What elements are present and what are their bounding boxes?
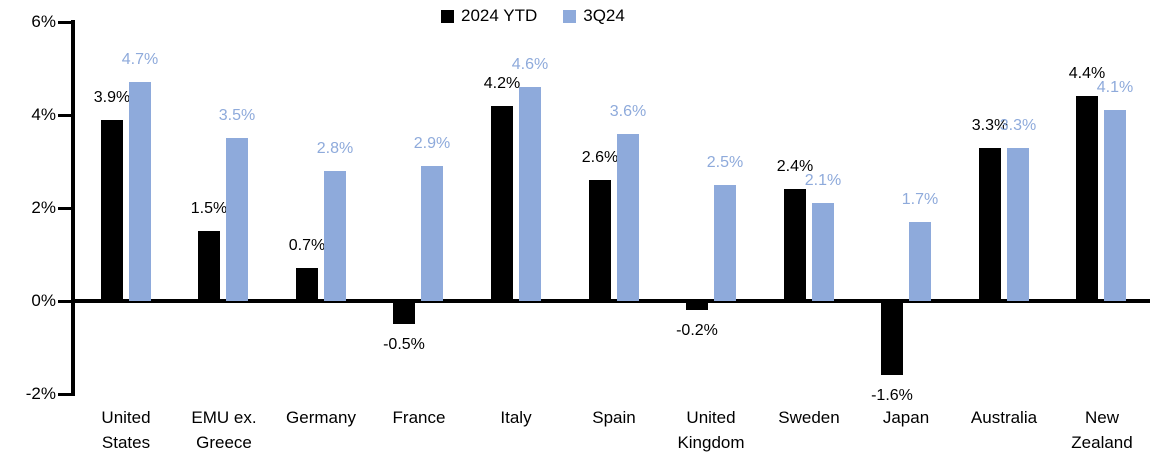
category-label-text: EMU ex. Greece — [191, 408, 257, 452]
legend-swatch-3q24 — [563, 9, 577, 23]
y-tick-label: 6% — [31, 12, 56, 31]
bar-value-label: 2.1% — [804, 172, 842, 189]
category-label-text: Spain — [592, 408, 636, 427]
category-label: Spain — [565, 405, 663, 430]
category-label: United Kingdom — [662, 405, 760, 455]
bar-value-label: 0.7% — [288, 237, 326, 254]
bar-value-label: 3.5% — [218, 107, 256, 124]
category-label: United States — [77, 405, 175, 455]
legend: 2024 YTD 3Q24 — [441, 6, 625, 26]
bar-3q24 — [812, 203, 834, 301]
bar-2024-ytd — [296, 268, 318, 301]
bar-value-label: 3.3% — [999, 117, 1037, 134]
bar-3q24 — [909, 222, 931, 301]
category-label-text: Sweden — [778, 408, 840, 427]
category-label-text: France — [392, 408, 446, 427]
y-tick-label: 4% — [31, 105, 56, 124]
bar-3q24 — [519, 87, 541, 301]
category-label-text: Italy — [500, 408, 532, 427]
y-axis-tick — [58, 207, 75, 210]
bar-2024-ytd — [686, 301, 708, 310]
bar-3q24 — [129, 82, 151, 301]
y-axis-tick — [58, 21, 75, 24]
bar-value-label: 4.7% — [121, 51, 159, 68]
bar-value-label: 4.4% — [1068, 65, 1106, 82]
bar-3q24 — [421, 166, 443, 301]
bar-value-label: 1.7% — [901, 191, 939, 208]
legend-label-2024-ytd: 2024 YTD — [461, 6, 538, 25]
x-axis-line — [71, 299, 1150, 303]
bar-value-label: 2.4% — [776, 158, 814, 175]
bar-3q24 — [1007, 148, 1029, 301]
bar-value-label: 2.9% — [413, 135, 451, 152]
bar-value-label: 3.6% — [609, 103, 647, 120]
bar-value-label: 2.6% — [581, 149, 619, 166]
bar-2024-ytd — [979, 148, 1001, 301]
y-axis-tick — [58, 393, 75, 396]
bar-value-label: -1.6% — [871, 387, 913, 404]
category-label: Australia — [955, 405, 1053, 430]
bar-value-label: 4.6% — [511, 56, 549, 73]
bar-2024-ytd — [393, 301, 415, 324]
category-label-text: Germany — [286, 408, 356, 427]
bar-3q24 — [617, 134, 639, 301]
bar-value-label: -0.5% — [383, 336, 425, 353]
bar-3q24 — [714, 185, 736, 301]
bar-2024-ytd — [881, 301, 903, 375]
category-label: France — [370, 405, 468, 430]
category-label: Sweden — [760, 405, 858, 430]
bar-value-label: -0.2% — [676, 322, 718, 339]
legend-item-3q24: 3Q24 — [563, 6, 625, 26]
category-label-text: Australia — [970, 408, 1038, 427]
y-axis-tick — [58, 114, 75, 117]
legend-item-2024-ytd: 2024 YTD — [441, 6, 537, 26]
bar-2024-ytd — [491, 106, 513, 301]
y-axis-tick — [58, 300, 75, 303]
bar-value-label: 2.8% — [316, 140, 354, 157]
bar-2024-ytd — [1076, 96, 1098, 301]
bar-3q24 — [1104, 110, 1126, 301]
bar-value-label: 4.1% — [1096, 79, 1134, 96]
category-label-text: New Zealand — [1071, 408, 1133, 452]
bar-value-label: 3.9% — [93, 89, 131, 106]
category-label: EMU ex. Greece — [175, 405, 273, 455]
category-label: Germany — [272, 405, 370, 430]
legend-swatch-2024-ytd — [441, 9, 454, 23]
bar-2024-ytd — [198, 231, 220, 301]
category-label-text: United States — [101, 408, 151, 452]
category-label-text: Japan — [882, 408, 930, 427]
bar-value-label: 4.2% — [483, 75, 521, 92]
legend-label-3q24: 3Q24 — [583, 6, 625, 25]
category-label: Italy — [467, 405, 565, 430]
bar-3q24 — [324, 171, 346, 301]
bar-value-label: 1.5% — [190, 200, 228, 217]
y-tick-label: 2% — [31, 198, 56, 217]
bar-value-label: 3.3% — [971, 117, 1009, 134]
bar-3q24 — [226, 138, 248, 301]
category-label: New Zealand — [1053, 405, 1151, 455]
bar-value-label: 2.5% — [706, 154, 744, 171]
y-tick-label: -2% — [25, 384, 56, 403]
bar-2024-ytd — [101, 120, 123, 301]
bar-2024-ytd — [784, 189, 806, 301]
y-tick-label: 0% — [31, 291, 56, 310]
category-label: Japan — [857, 405, 955, 430]
bar-2024-ytd — [589, 180, 611, 301]
category-label-text: United Kingdom — [677, 408, 745, 452]
